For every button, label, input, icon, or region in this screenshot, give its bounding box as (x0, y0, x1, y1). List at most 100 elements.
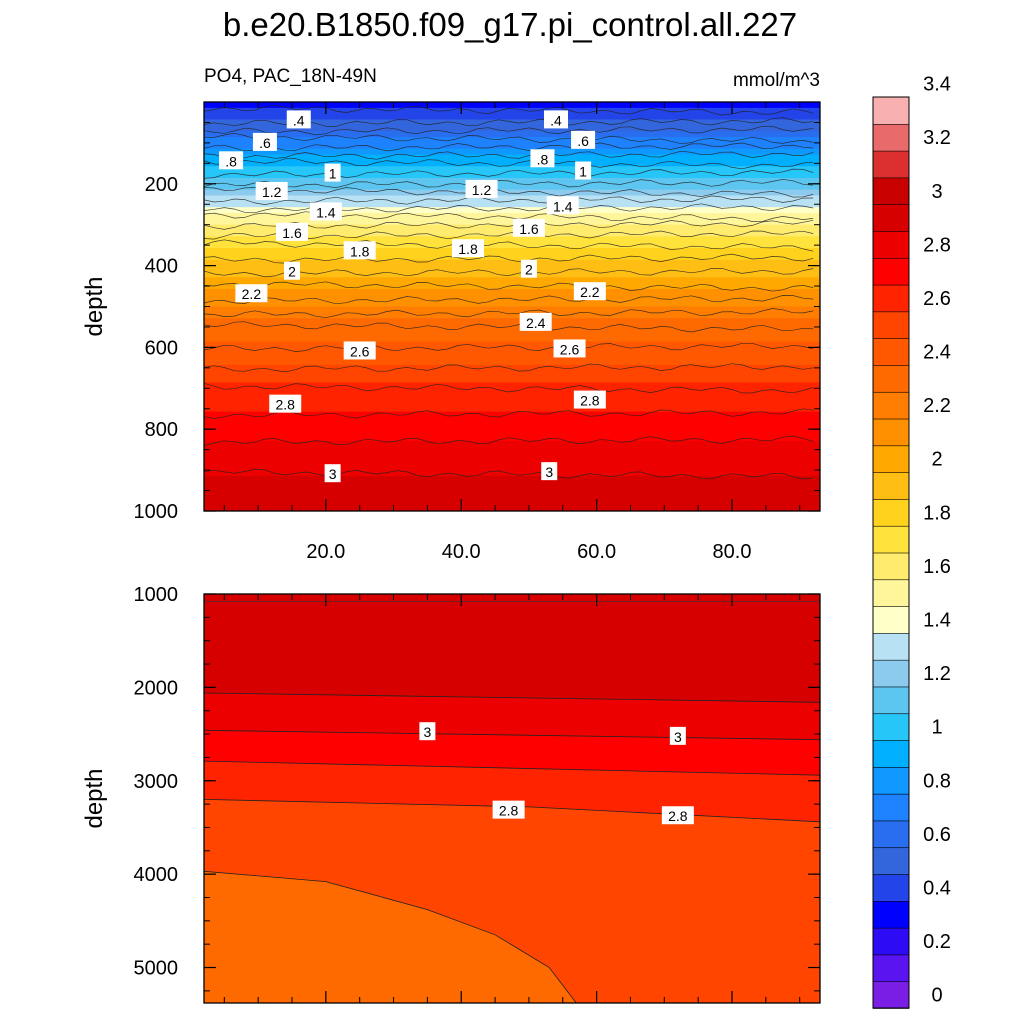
upper-contour-line (204, 267, 814, 278)
upper-band (204, 248, 820, 255)
colorbar-label: 1 (931, 717, 942, 739)
colorbar-swatch (872, 712, 910, 741)
upper-band (204, 119, 820, 127)
colorbar-label: 2.6 (923, 288, 951, 310)
upper-band (204, 300, 820, 308)
colorbar-swatch (872, 900, 910, 929)
lower-contour-line (204, 760, 820, 776)
upper-band (204, 347, 820, 355)
colorbar-swatch (872, 311, 910, 339)
contour-label: 3 (423, 724, 431, 740)
upper-band (204, 359, 820, 366)
upper-contour-line (204, 150, 814, 160)
lower-contour-line (204, 729, 820, 741)
contour-label: 2.6 (560, 341, 580, 357)
upper-contour-line (204, 132, 814, 145)
contour-label-bg (669, 726, 686, 745)
upper-contour-line (204, 435, 814, 447)
colorbar-swatch (872, 391, 910, 420)
upper-contour-line (204, 186, 814, 198)
contour-label-bg (575, 161, 592, 180)
colorbar-label: 1.4 (923, 609, 951, 631)
colorbar-swatch (872, 123, 910, 152)
contour-label: 1 (329, 166, 337, 182)
contour-label: 2.6 (350, 343, 370, 359)
upper-band (204, 324, 820, 331)
contour-label-bg (541, 462, 558, 481)
contour-label-bg (512, 218, 545, 237)
upper-band (204, 265, 820, 273)
contour-label: 3 (674, 729, 682, 745)
upper-band (204, 458, 820, 466)
upper-band (204, 213, 820, 220)
units-label: mmol/m^3 (733, 70, 820, 91)
colorbar-frame (872, 96, 910, 1009)
contour-label: 1.2 (262, 184, 282, 200)
colorbar-swatch (872, 686, 910, 715)
upper-contour-line (204, 295, 814, 305)
contour-label: .8 (225, 153, 237, 169)
upper-band (204, 230, 820, 238)
upper-band (204, 499, 820, 506)
contour-label: 1.2 (472, 182, 492, 198)
contour-label-bg (573, 390, 606, 409)
upper-band (204, 160, 820, 168)
upper-contour-line (204, 408, 814, 419)
contour-label-bg (553, 339, 586, 358)
colorbar-label: 1.2 (923, 663, 951, 685)
colorbar-swatch (872, 471, 910, 500)
upper-band (204, 236, 820, 244)
colorbar: 0 0.2 0.4 0.6 0.8 1 1.2 1.4 1.6 1.8 2 2.2 2.4 2.6 2.8 3… (872, 74, 951, 1009)
upper-contour-line (204, 195, 814, 205)
lower-panel: 1000 2000 3000 4000 5000 depth 3 3 2.8 2.8 (81, 584, 821, 1004)
colorbar-label: 0 (931, 985, 942, 1007)
upper-band (204, 475, 820, 483)
contour-label: 2.2 (580, 284, 600, 300)
x-tick-label: 80.0 (713, 541, 752, 563)
x-tick-label: 60.0 (577, 541, 616, 563)
upper-band (204, 253, 820, 261)
colorbar-label: 3 (931, 181, 942, 203)
lower-band (204, 871, 577, 1003)
colorbar-label: 2.8 (923, 234, 951, 256)
upper-band (204, 224, 820, 232)
upper-band (204, 137, 820, 144)
colorbar-swatch (872, 793, 910, 822)
contour-label-bg (452, 239, 484, 258)
colorbar-swatch (872, 284, 910, 313)
colorbar-swatch (872, 873, 910, 902)
x-tick-label: 40.0 (442, 541, 481, 563)
y-tick-label: 200 (145, 174, 178, 196)
contour-label-bg (252, 132, 277, 151)
contour-label: .4 (293, 112, 305, 128)
lower-fill (204, 594, 820, 1003)
contour-label: .4 (550, 112, 562, 128)
contour-label-bg (343, 241, 376, 260)
upper-contour-line (204, 104, 814, 116)
upper-band (204, 125, 820, 133)
upper-band (204, 306, 820, 314)
upper-band (204, 218, 820, 226)
colorbar-label: 1.8 (923, 502, 951, 524)
colorbar-swatch (872, 203, 910, 232)
upper-band (204, 177, 820, 185)
upper-band (204, 283, 820, 290)
contour-label-bg (269, 394, 302, 413)
contour-label: .8 (537, 151, 549, 167)
colorbar-swatch (872, 605, 910, 634)
upper-band (204, 131, 820, 138)
contour-label: 2.8 (668, 808, 688, 824)
upper-band (204, 370, 820, 378)
upper-band (204, 487, 820, 495)
upper-band (204, 429, 820, 436)
y-tick-label: 1000 (134, 501, 179, 523)
contour-label-bg (284, 261, 300, 280)
contour-label: 1.8 (458, 241, 478, 257)
contour-label-bg (235, 284, 268, 303)
colorbar-swatch (872, 230, 910, 259)
contour-label-bg (324, 163, 341, 182)
upper-band (204, 318, 820, 325)
upper-contour-line (204, 239, 814, 252)
contour-label-bg (519, 312, 552, 331)
